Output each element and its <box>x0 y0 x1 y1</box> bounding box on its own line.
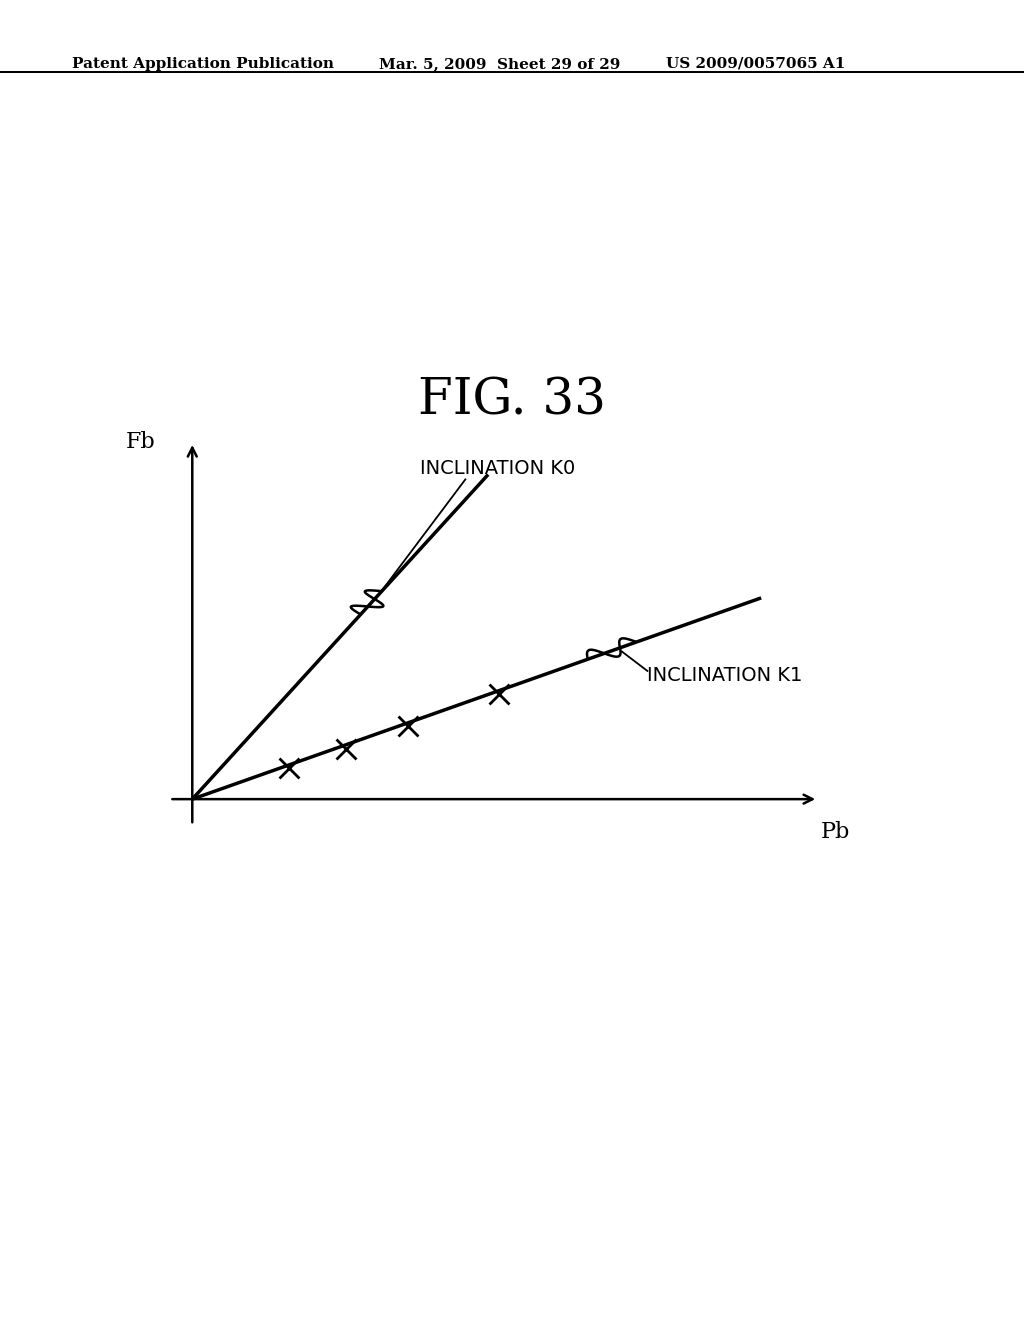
Text: INCLINATION K1: INCLINATION K1 <box>647 667 803 685</box>
Text: FIG. 33: FIG. 33 <box>418 376 606 425</box>
Text: US 2009/0057065 A1: US 2009/0057065 A1 <box>666 57 845 71</box>
Text: Mar. 5, 2009  Sheet 29 of 29: Mar. 5, 2009 Sheet 29 of 29 <box>379 57 621 71</box>
Text: Patent Application Publication: Patent Application Publication <box>72 57 334 71</box>
Text: Fb: Fb <box>126 432 156 453</box>
Text: INCLINATION K0: INCLINATION K0 <box>420 458 575 478</box>
Text: Pb: Pb <box>820 821 850 842</box>
